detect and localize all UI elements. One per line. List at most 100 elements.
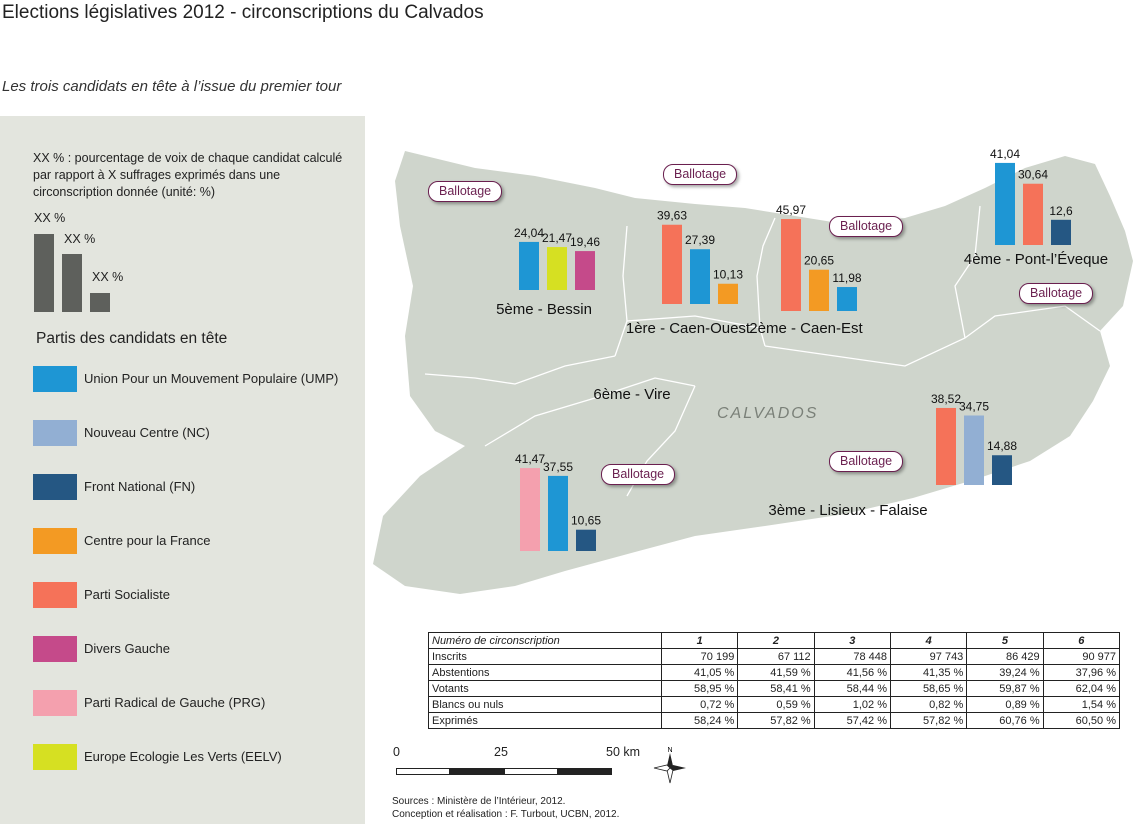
- circonscription-name: 2ème - Caen-Est: [749, 320, 863, 337]
- scale-bar: 0 25 50 km: [393, 745, 666, 785]
- legend-swatch: [33, 582, 77, 608]
- legend-label: Centre pour la France: [84, 533, 211, 548]
- bar-value-label: 37,55: [543, 460, 573, 474]
- table-cell: 57,82 %: [737, 712, 815, 729]
- legend-label: Parti Radical de Gauche (PRG): [84, 695, 266, 710]
- chart-bar: [992, 455, 1012, 485]
- scale-label-25: 25: [494, 745, 508, 759]
- table-row: Blancs ou nuls 0,72 % 0,59 % 1,02 % 0,82 % 0,…: [428, 696, 1121, 713]
- table-cell: Inscrits: [428, 648, 662, 665]
- legend-swatch: [33, 474, 77, 500]
- table-cell: 62,04 %: [1042, 680, 1121, 697]
- table-cell: 70 199: [660, 648, 739, 665]
- table-cell: Votants: [428, 680, 662, 697]
- table-row: Abstentions 41,05 % 41,59 % 41,56 % 41,35 % 3…: [428, 664, 1121, 681]
- legend-swatch: [33, 366, 77, 392]
- compass-north-label: N: [667, 747, 672, 754]
- table-cell: 57,82 %: [889, 712, 968, 729]
- territory-label: CALVADOS: [717, 405, 819, 422]
- bar-value-label: 10,13: [713, 268, 743, 282]
- legend-label: Nouveau Centre (NC): [84, 425, 210, 440]
- table-cell: 1,02 %: [813, 696, 891, 713]
- table-header-cell: 3: [813, 632, 891, 649]
- circonscription-name: 3ème - Lisieux - Falaise: [768, 502, 927, 519]
- table-cell: 41,56 %: [813, 664, 891, 681]
- legend-label: Parti Socialiste: [84, 587, 170, 602]
- compass-rose-icon: N: [653, 747, 686, 784]
- legend-heading: Partis des candidats en tête: [36, 330, 228, 347]
- example-bar-1: [34, 234, 54, 312]
- legend-swatch: [33, 420, 77, 446]
- example-label-3: XX %: [92, 270, 124, 284]
- table-cell: Abstentions: [428, 664, 662, 681]
- source-line-1: Sources : Ministère de l’Intérieur, 2012…: [392, 796, 566, 807]
- chart-bar: [1051, 219, 1071, 245]
- legend-swatch: [33, 744, 77, 770]
- scale-label-0: 0: [393, 745, 400, 759]
- table-header-row: Numéro de circonscription 1 2 3 4 5 6: [428, 632, 1121, 649]
- table-cell: 90 977: [1042, 648, 1121, 665]
- table-cell: 86 429: [966, 648, 1044, 665]
- chart-bar: [548, 475, 568, 551]
- table-cell: 1,54 %: [1042, 696, 1121, 713]
- page-subtitle: Les trois candidats en tête à l’issue du…: [2, 78, 342, 95]
- table-cell: 60,50 %: [1042, 712, 1121, 729]
- chart-bar: [519, 241, 539, 290]
- legend-label: Europe Ecologie Les Verts (EELV): [84, 749, 282, 764]
- circonscription-name: 6ème - Vire: [593, 386, 670, 403]
- table-header-cell: 4: [889, 632, 968, 649]
- table-cell: 58,41 %: [737, 680, 815, 697]
- bar-value-label: 10,65: [571, 514, 601, 528]
- table-cell: 59,87 %: [966, 680, 1044, 697]
- bar-value-label: 41,04: [990, 147, 1020, 161]
- table-cell: 78 448: [813, 648, 891, 665]
- example-label-1: XX %: [34, 211, 66, 225]
- table-cell: 67 112: [737, 648, 815, 665]
- table-cell: 0,82 %: [889, 696, 968, 713]
- chart-bar: [575, 251, 595, 290]
- scale-segment-2: [450, 768, 504, 775]
- table-cell: 97 743: [889, 648, 968, 665]
- bar-value-label: 21,47: [542, 231, 572, 245]
- table-cell: 58,24 %: [660, 712, 739, 729]
- ballotage-tag: Ballotage: [663, 164, 738, 185]
- sources: Sources : Ministère de l’Intérieur, 2012…: [392, 795, 619, 821]
- chart-bar: [781, 219, 801, 311]
- table-cell: 0,72 %: [660, 696, 739, 713]
- example-label-2: XX %: [64, 232, 96, 246]
- legend-panel: XX % : pourcentage de voix de chaque can…: [0, 116, 365, 824]
- table-row: Votants 58,95 % 58,41 % 58,44 % 58,65 % 59,87…: [428, 680, 1121, 697]
- table-cell: 37,96 %: [1042, 664, 1121, 681]
- table-cell: 39,24 %: [966, 664, 1044, 681]
- circonscription-name: 5ème - Bessin: [496, 301, 592, 318]
- table-cell: 41,05 %: [660, 664, 739, 681]
- ballotage-tag: Ballotage: [1019, 283, 1094, 304]
- table-header-cell: Numéro de circonscription: [428, 632, 662, 649]
- legend-note: XX % : pourcentage de voix de chaque can…: [33, 151, 343, 199]
- circonscription-name: 1ère - Caen-Ouest: [626, 320, 751, 337]
- table-header-cell: 1: [660, 632, 739, 649]
- chart-bar: [690, 249, 710, 304]
- example-bar-2: [62, 254, 82, 312]
- chart-bar: [809, 269, 829, 311]
- ballotage-tag: Ballotage: [829, 216, 904, 237]
- bar-value-label: 24,04: [514, 226, 544, 240]
- calvados-territory: [373, 151, 1133, 594]
- legend-swatch: [33, 690, 77, 716]
- bar-value-label: 41,47: [515, 452, 545, 466]
- legend-example-chart: XX % XX % XX %: [34, 211, 154, 312]
- scale-segment-4: [558, 768, 612, 775]
- legend-swatch: [33, 636, 77, 662]
- table-header-cell: 5: [966, 632, 1044, 649]
- table-header-cell: 2: [737, 632, 815, 649]
- table-cell: 41,35 %: [889, 664, 968, 681]
- legend-label: Union Pour un Mouvement Populaire (UMP): [84, 371, 339, 386]
- bar-value-label: 19,46: [570, 235, 600, 249]
- chart-bar: [547, 247, 567, 290]
- chart-bar: [964, 415, 984, 485]
- table-row: Inscrits 70 199 67 112 78 448 97 743 86 429 90…: [428, 648, 1121, 665]
- bar-value-label: 14,88: [987, 439, 1017, 453]
- chart-bar: [576, 529, 596, 551]
- table-cell: 0,89 %: [966, 696, 1044, 713]
